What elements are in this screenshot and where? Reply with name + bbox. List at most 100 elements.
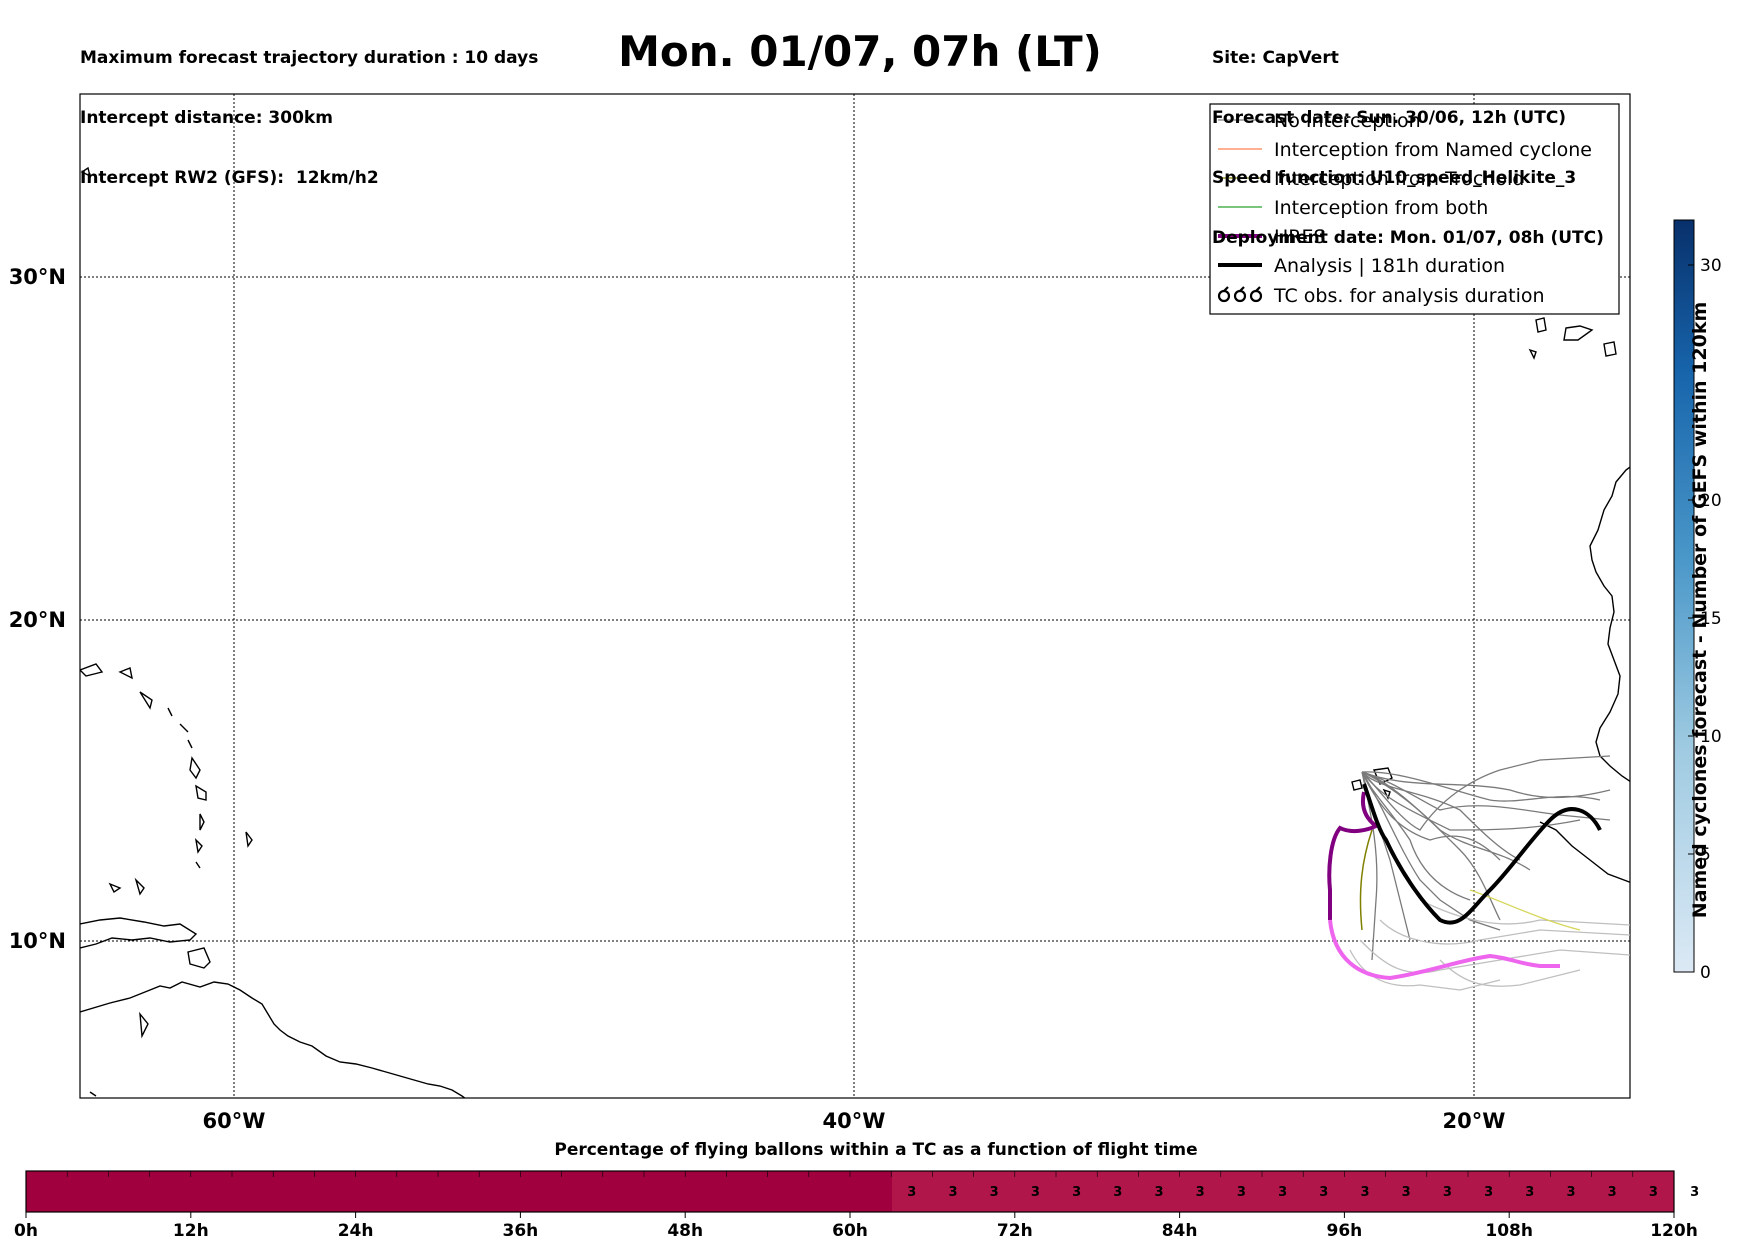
info-max-duration: Maximum forecast trajectory duration : 1…: [80, 48, 539, 68]
timebar-tick-label: 84h: [1162, 1221, 1198, 1241]
hres-track: [1327, 791, 1380, 920]
timebar-tick-label: 0h: [14, 1221, 38, 1241]
timebar-tick-label: 120h: [1650, 1221, 1698, 1241]
timebar-cell-value: 3: [1113, 1185, 1122, 1200]
caribbean-islands: [80, 166, 253, 1097]
lon-label-60w: 60°W: [203, 1109, 266, 1133]
timebar-tick-label: 72h: [997, 1221, 1033, 1241]
timebar-cell-value: 3: [1690, 1185, 1699, 1200]
timebar: 3 3 3 3 3 3 3 3 3 3 3 3 3 3 3 3 3 3 3 3 0h 12h 24h 36h 48h 60h 72…: [14, 1170, 1699, 1241]
venezuela-coast: [80, 917, 198, 949]
lat-label-10: 10°N: [9, 929, 66, 953]
info-site: Site: CapVert: [1212, 48, 1339, 68]
timebar-percentage-area: [892, 1171, 1674, 1212]
trinidad-coast: [187, 947, 211, 969]
timebar-cell-value: 3: [1196, 1185, 1205, 1200]
colorbar-tick-30: 30: [1700, 256, 1722, 276]
colorbar-tick-5: 5: [1700, 845, 1711, 865]
info-forecast-date: Forecast date: Sun. 30/06, 12h (UTC): [1212, 108, 1567, 128]
timebar-cell-value: 3: [948, 1185, 957, 1200]
info-intercept-rw2: Intercept RW2 (GFS): 12km/h2: [80, 168, 379, 188]
page-title: Mon. 01/07, 07h (LT): [618, 27, 1102, 76]
legend-label-no-interception: No Interception: [1274, 110, 1421, 132]
timebar-minor-ticks: [66, 1171, 1634, 1177]
timebar-cell-value: 3: [1402, 1185, 1411, 1200]
legend-label-analysis: Analysis | 181h duration: [1274, 255, 1505, 277]
trajectory: [1419, 899, 1630, 926]
timebar-cell-value: 3: [1154, 1185, 1163, 1200]
trajectory: [1361, 755, 1611, 831]
map-gridlines: [80, 94, 1630, 1098]
canary-coast: [1528, 317, 1617, 360]
trajectory: [1361, 771, 1521, 861]
timebar-cell-value: 3: [1072, 1185, 1081, 1200]
colorbar-gradient: [1673, 219, 1695, 973]
info-intercept-distance: Intercept distance: 300km: [80, 108, 333, 128]
south-america-coast: [80, 981, 466, 1098]
timebar-tick-label: 24h: [338, 1221, 374, 1241]
timebar-cell-value: 3: [1319, 1185, 1328, 1200]
info-speed-function: Speed function: U10_speed_Helikite_3: [1212, 168, 1577, 188]
timebar-tick-label: 108h: [1485, 1221, 1533, 1241]
info-deployment-date: Deployment date: Mon. 01/07, 08h (UTC): [1212, 228, 1604, 248]
colorbar-tick-15: 15: [1700, 609, 1722, 629]
legend-label-hres: HRES: [1274, 226, 1326, 248]
timebar-tick-label: 60h: [832, 1221, 868, 1241]
hres-track-light: [1328, 919, 1560, 981]
timebar-title: Percentage of flying ballons within a TC…: [554, 1140, 1198, 1160]
timebar-cell-value: 3: [1237, 1185, 1246, 1200]
timebar-tick-label: 96h: [1327, 1221, 1363, 1241]
timebar-cell-value: 3: [1484, 1185, 1493, 1200]
lat-label-20: 20°N: [9, 608, 66, 632]
legend-box: [1209, 103, 1620, 315]
trajectory: [1359, 939, 1630, 974]
timebar-tick-label: 36h: [503, 1221, 539, 1241]
trajectory-trochoid-light: [1469, 889, 1581, 931]
lon-label-40w: 40°W: [823, 1109, 886, 1133]
trajectory: [1361, 771, 1601, 802]
cyclone-symbol-icon: [1217, 286, 1263, 303]
trajectories-light: [1349, 899, 1630, 991]
site-parameters: Site: CapVert Forecast date: Sun. 30/06,…: [1212, 8, 1604, 268]
timebar-cell-value: 3: [1525, 1185, 1534, 1200]
analysis-track: [1362, 783, 1602, 925]
timebar-cell-value: 3: [1031, 1185, 1040, 1200]
timebar-cell-value: 3: [907, 1185, 916, 1200]
colorbar-title-text: Named cyclones forecast - Number of GEFS…: [1689, 301, 1711, 919]
timebar-cell-labels: 3 3 3 3 3 3 3 3 3 3 3 3 3 3 3 3 3 3 3 3: [907, 1185, 1699, 1200]
timebar-cell-value: 3: [990, 1185, 999, 1200]
trajectory: [1361, 771, 1581, 831]
lon-label-20w: 20°W: [1443, 1109, 1506, 1133]
trajectory: [1361, 771, 1501, 861]
trajectory: [1361, 771, 1611, 799]
timebar-cell-value: 3: [1566, 1185, 1575, 1200]
timebar-cell-value: 3: [1608, 1185, 1617, 1200]
guinea-coast: [1539, 821, 1630, 883]
legend: No Interception Interception from Named …: [1209, 103, 1620, 315]
timebar-cell-value: 3: [1443, 1185, 1452, 1200]
trajectory: [1349, 949, 1501, 991]
legend-label-both: Interception from both: [1274, 197, 1488, 219]
trajectory: [1361, 771, 1471, 901]
trajectory: [1361, 771, 1611, 821]
timebar-tick-label: 48h: [667, 1221, 703, 1241]
timebar-tick-labels: 0h 12h 24h 36h 48h 60h 72h 84h 96h 108h 120h: [14, 1212, 1698, 1241]
timebar-cell-value: 3: [1278, 1185, 1287, 1200]
legend-label-trochoid: Interception from Trochoid: [1274, 168, 1524, 190]
timebar-cell-value: 3: [1649, 1185, 1658, 1200]
forecast-parameters: Maximum forecast trajectory duration : 1…: [80, 8, 538, 208]
lat-label-30: 30°N: [9, 265, 66, 289]
colorbar-tick-10: 10: [1700, 727, 1722, 747]
colorbar-tick-0: 0: [1700, 963, 1711, 983]
colorbar: 0 5 10 15 20 30: [1673, 219, 1722, 983]
coastlines: [80, 166, 1630, 1098]
legend-label-tc-obs: TC obs. for analysis duration: [1273, 285, 1545, 307]
legend-label-named-cyclone: Interception from Named cyclone: [1274, 139, 1592, 161]
timebar-cell-value: 3: [1360, 1185, 1369, 1200]
colorbar-tick-20: 20: [1700, 491, 1722, 511]
trajectory: [1379, 919, 1630, 945]
timebar-tick-label: 12h: [173, 1221, 209, 1241]
trajectory-trochoid: [1359, 829, 1373, 931]
map-axis-labels: 30°N 20°N 10°N 60°W 40°W 20°W: [9, 265, 1506, 1133]
